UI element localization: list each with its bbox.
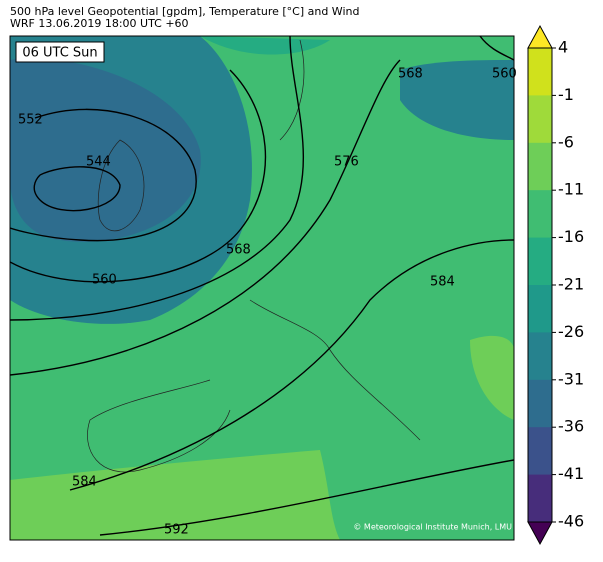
cold-core bbox=[10, 58, 201, 242]
colorbar-extend bbox=[527, 521, 553, 546]
colorbar-extend bbox=[527, 24, 553, 49]
colorbar-tick-label: -11 bbox=[558, 180, 584, 199]
colorbar-tick-label: -46 bbox=[558, 512, 584, 531]
contour-label: 568 bbox=[226, 243, 251, 258]
colorbar-band bbox=[528, 95, 552, 144]
contour-label: 584 bbox=[430, 275, 455, 290]
contour-label: 592 bbox=[164, 523, 189, 538]
contour bbox=[10, 108, 197, 242]
colorbar-band bbox=[528, 474, 552, 523]
colorbar-tick-label: -1 bbox=[558, 85, 574, 104]
contour bbox=[10, 69, 267, 283]
region bbox=[400, 60, 514, 140]
colorbar-tick-label: -36 bbox=[558, 417, 584, 436]
time-label: 06 UTC Sun bbox=[22, 46, 97, 61]
colorbar-tick-label: -6 bbox=[558, 132, 574, 151]
credit: © Meteorological Institute Munich, LMU bbox=[353, 523, 512, 532]
contour-label: 584 bbox=[72, 475, 97, 490]
colorbar-tick-label: -26 bbox=[558, 322, 584, 341]
colorbar-band bbox=[528, 48, 552, 96]
colorbar-band bbox=[528, 285, 552, 333]
colorbar-tick-label: -21 bbox=[558, 275, 584, 294]
colorbar-tick-label: -16 bbox=[558, 227, 584, 246]
warm-region bbox=[10, 450, 340, 540]
colorbar-band bbox=[528, 427, 552, 476]
colorbar-band bbox=[528, 332, 552, 381]
contour-label: 552 bbox=[18, 113, 43, 128]
coastline bbox=[87, 39, 421, 473]
contour-label: 560 bbox=[92, 273, 117, 288]
colorbar-band bbox=[528, 142, 552, 191]
contour-label: 576 bbox=[334, 155, 359, 170]
map: 06 UTC Sun 552 544 560 568 576 584 584 5… bbox=[9, 35, 517, 541]
contour-label: 568 bbox=[398, 67, 423, 82]
colorbar-band bbox=[528, 379, 552, 428]
region bbox=[200, 36, 330, 55]
contour bbox=[33, 166, 121, 212]
contour bbox=[99, 459, 514, 536]
contour bbox=[479, 36, 514, 61]
contour bbox=[10, 59, 401, 376]
colorbar-tick-label: -41 bbox=[558, 464, 584, 483]
time-label-box bbox=[15, 41, 105, 63]
contour bbox=[10, 36, 305, 321]
colorbar-band bbox=[528, 190, 552, 239]
colorbar-tick-label: 4 bbox=[558, 38, 568, 57]
map-frame bbox=[9, 35, 515, 541]
colorbar-tick-label: -31 bbox=[558, 369, 584, 388]
subtitle: WRF 13.06.2019 18:00 UTC +60 bbox=[10, 17, 189, 30]
warm-region bbox=[470, 335, 514, 420]
title: 500 hPa level Geopotential [gpdm], Tempe… bbox=[10, 5, 359, 18]
colorbar: 4 -1 -6 -11 -16 -21 -26 -31 -36 -41 -46 bbox=[527, 24, 584, 546]
colorbar-band bbox=[528, 237, 552, 286]
contour bbox=[69, 239, 514, 491]
contour-label: 544 bbox=[86, 155, 111, 170]
contour-label: 560 bbox=[492, 67, 517, 82]
